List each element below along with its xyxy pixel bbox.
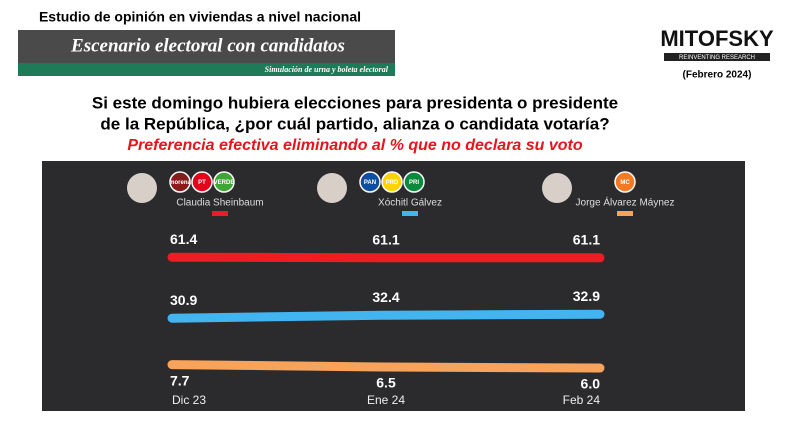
- question-line: Si este domingo hubiera elecciones para …: [92, 93, 618, 112]
- candidate-photo: [127, 173, 157, 203]
- party-logo-label: PRI: [409, 180, 419, 186]
- x-tick-label: Dic 23: [172, 393, 206, 407]
- survey-title: Estudio de opinión en viviendas a nivel …: [39, 9, 361, 25]
- value-label: 61.4: [170, 231, 197, 247]
- legend-swatch: [212, 211, 228, 216]
- party-logo-label: morena: [169, 180, 191, 186]
- party-logo: [191, 171, 213, 193]
- party-logo-label: MC: [620, 180, 630, 186]
- brand-bar: [664, 53, 770, 61]
- party-logo: [403, 171, 425, 193]
- value-label: 61.1: [372, 232, 399, 248]
- series-line: [167, 252, 605, 263]
- candidate-photo: [317, 173, 347, 203]
- banner-strip: [18, 63, 395, 76]
- value-label: 61.1: [573, 232, 600, 248]
- banner-subtitle: Simulación de urna y boleta electoral: [265, 65, 389, 74]
- party-logo-label: PT: [198, 180, 206, 186]
- party-logo: [169, 171, 191, 193]
- question-line: de la República, ¿por cuál partido, alia…: [100, 114, 609, 133]
- legend-swatch: [617, 211, 633, 216]
- legend-label: Jorge Álvarez Máynez: [576, 196, 675, 209]
- value-label: 32.9: [573, 288, 600, 304]
- party-logo-label: PRD: [386, 180, 399, 186]
- value-label: 30.9: [170, 292, 197, 308]
- party-logo: [381, 171, 403, 193]
- report-date: (Febrero 2024): [683, 70, 752, 81]
- candidate-photo: [542, 173, 572, 203]
- party-logo-label: VERDE: [214, 180, 235, 186]
- subtitle: Preferencia efectiva eliminando al % que…: [127, 137, 582, 154]
- brand: MITOFSKY: [660, 26, 774, 51]
- party-logo: [359, 171, 381, 193]
- series-line: [167, 360, 605, 373]
- x-tick-label: Feb 24: [563, 393, 601, 407]
- series-line: [167, 309, 605, 323]
- party-logo-label: PAN: [364, 180, 376, 186]
- banner-title: Escenario electoral con candidatos: [70, 35, 345, 56]
- value-label: 32.4: [372, 289, 399, 305]
- party-logo: [614, 171, 636, 193]
- x-tick-label: Ene 24: [367, 393, 405, 407]
- value-label: 7.7: [170, 372, 190, 388]
- legend-label: Xóchitl Gálvez: [378, 198, 442, 209]
- value-label: 6.5: [376, 375, 396, 391]
- value-label: 6.0: [581, 376, 601, 392]
- banner: [18, 30, 395, 64]
- legend-label: Claudia Sheinbaum: [176, 198, 263, 209]
- brand-tagline: REINVENTING RESEARCH: [679, 55, 755, 61]
- legend-swatch: [402, 211, 418, 216]
- party-logo: [213, 171, 235, 193]
